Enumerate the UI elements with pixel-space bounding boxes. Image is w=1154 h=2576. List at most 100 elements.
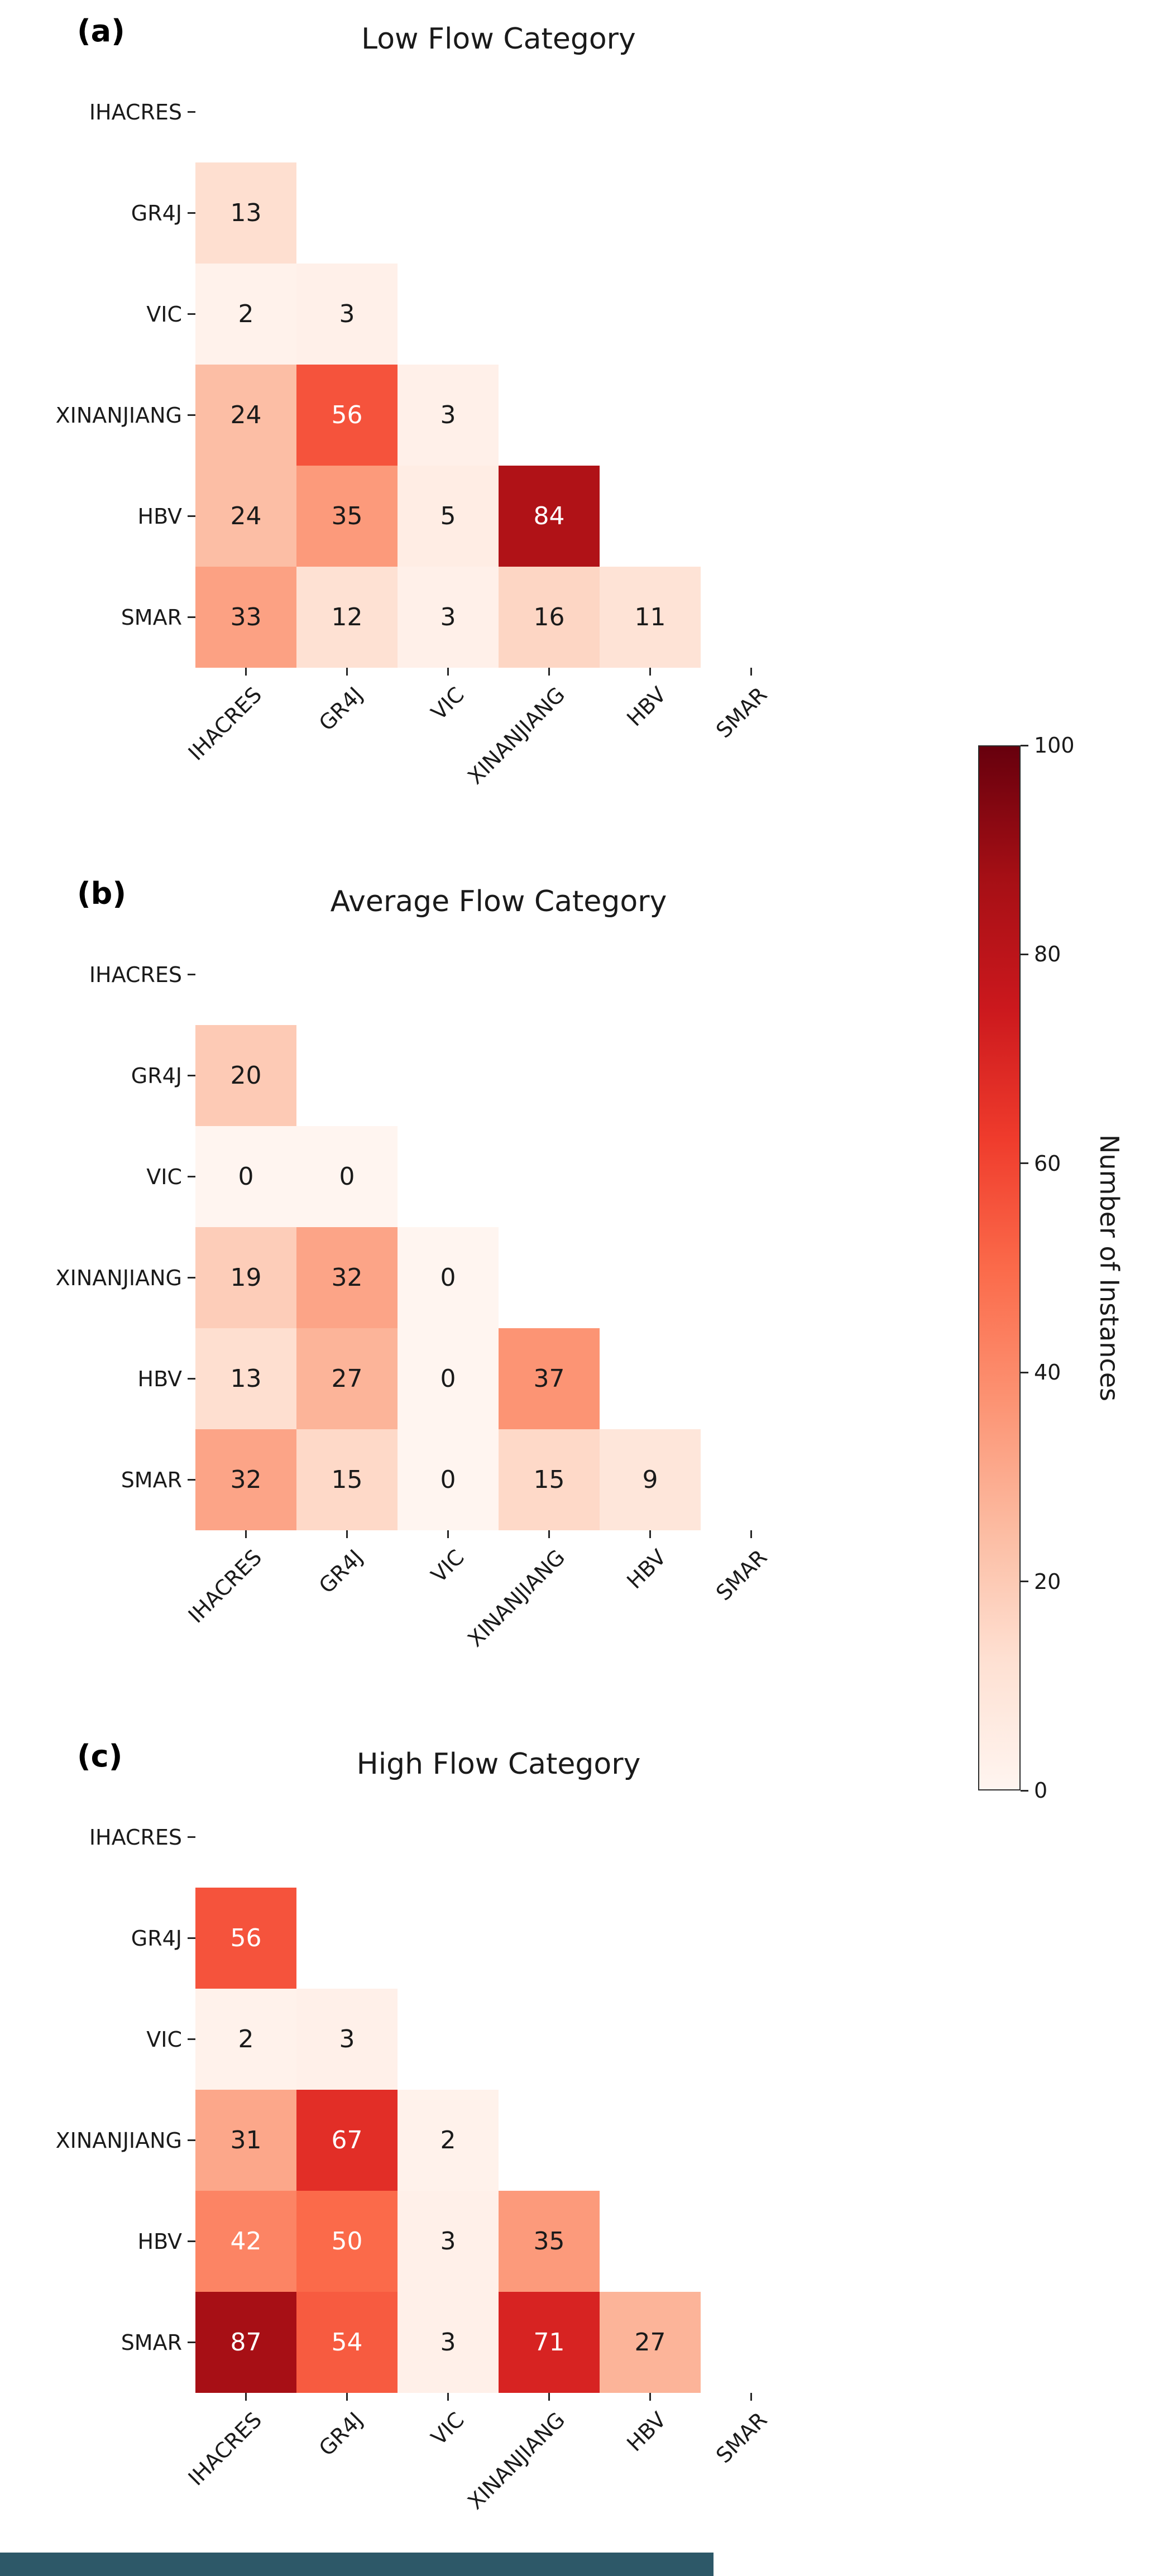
- x-tick-label: HBV: [622, 1545, 671, 1594]
- heatmap-average-flow: 20 0 0 19 32 0 13 27 0 37 32 15 0 15 9 IHACRES GR4J VIC XI…: [0, 863, 871, 1725]
- heatmap-cell: 19: [195, 1227, 296, 1328]
- y-tick: [188, 1075, 195, 1076]
- heatmap-cell: 56: [296, 365, 398, 466]
- x-tick: [750, 2393, 752, 2401]
- colorbar-tick-label: 0: [1034, 1778, 1048, 1803]
- y-tick-label: VIC: [146, 1164, 182, 1189]
- heatmap-cell: 24: [195, 365, 296, 466]
- heatmap-cell: 56: [195, 1888, 296, 1989]
- heatmap-cell: 5: [398, 466, 499, 567]
- x-tick: [649, 668, 651, 676]
- x-tick-label: GR4J: [314, 1545, 368, 1598]
- y-tick-label: HBV: [137, 1366, 182, 1391]
- heatmap-cell: 15: [499, 1429, 600, 1530]
- heatmap-cell: 0: [398, 1328, 499, 1429]
- colorbar-tick-label: 60: [1034, 1151, 1061, 1176]
- heatmap-cell: 32: [296, 1227, 398, 1328]
- panel-title: Low Flow Category: [361, 22, 636, 56]
- colorbar-tick: [1021, 744, 1028, 746]
- heatmap-cell: 2: [195, 1989, 296, 2090]
- x-tick: [447, 1530, 449, 1538]
- heatmap-cell: 3: [398, 567, 499, 668]
- heatmap-cell: 13: [195, 162, 296, 264]
- y-tick-label: GR4J: [131, 1926, 182, 1951]
- x-tick: [750, 1530, 752, 1538]
- y-tick: [188, 212, 195, 214]
- x-tick: [346, 2393, 348, 2401]
- x-tick-label: GR4J: [314, 2407, 368, 2461]
- panel-letter: (a): [77, 13, 125, 49]
- x-tick-label: SMAR: [711, 2407, 772, 2468]
- colorbar-tick-label: 20: [1034, 1569, 1061, 1594]
- bottom-cropped-strip: [0, 2553, 714, 2576]
- colorbar-label: Number of Instances: [1094, 1134, 1124, 1401]
- heatmap-cell: 37: [499, 1328, 600, 1429]
- x-tick: [447, 2393, 449, 2401]
- heatmap-cell: 11: [600, 567, 701, 668]
- colorbar-tick-label: 40: [1034, 1360, 1061, 1385]
- heatmap-cell: 24: [195, 466, 296, 567]
- heatmap-cell: 3: [398, 2292, 499, 2393]
- y-tick-label: VIC: [146, 2027, 182, 2052]
- y-tick: [188, 2342, 195, 2343]
- x-tick-label: VIC: [426, 682, 469, 725]
- colorbar-tick-label: 100: [1034, 733, 1075, 758]
- x-tick-label: HBV: [622, 682, 671, 731]
- heatmap-cell: 15: [296, 1429, 398, 1530]
- x-tick: [245, 1530, 247, 1538]
- y-tick-label: HBV: [137, 2229, 182, 2254]
- colorbar-gradient: [978, 745, 1021, 1790]
- heatmap-cell: 35: [499, 2191, 600, 2292]
- x-tick: [649, 2393, 651, 2401]
- x-tick-label: SMAR: [711, 682, 772, 743]
- heatmap-cell: 3: [398, 2191, 499, 2292]
- y-tick: [188, 974, 195, 975]
- heatmap-cell: 0: [195, 1126, 296, 1227]
- x-tick: [346, 668, 348, 676]
- x-tick-label: HBV: [622, 2407, 671, 2457]
- y-tick: [188, 1277, 195, 1279]
- colorbar-tick: [1021, 1789, 1028, 1792]
- panel-letter: (b): [77, 876, 127, 911]
- x-tick: [346, 1530, 348, 1538]
- y-tick: [188, 1378, 195, 1380]
- heatmap-cell: 27: [296, 1328, 398, 1429]
- x-tick: [750, 668, 752, 676]
- colorbar-tick: [1021, 1371, 1028, 1373]
- y-tick-label: SMAR: [121, 605, 182, 630]
- y-tick-label: HBV: [137, 504, 182, 529]
- y-tick: [188, 2139, 195, 2141]
- heatmap-cell: 9: [600, 1429, 701, 1530]
- x-tick-label: VIC: [426, 2407, 469, 2450]
- x-tick: [245, 668, 247, 676]
- y-tick-label: XINANJIANG: [55, 2128, 182, 2153]
- y-tick: [188, 1176, 195, 1177]
- heatmap-cell: 13: [195, 1328, 296, 1429]
- y-tick-label: SMAR: [121, 2330, 182, 2355]
- y-tick: [188, 1479, 195, 1481]
- x-tick-label: SMAR: [711, 1545, 772, 1606]
- y-tick-label: IHACRES: [89, 1825, 182, 1850]
- y-tick-label: SMAR: [121, 1467, 182, 1492]
- heatmap-cell: 2: [195, 264, 296, 365]
- y-tick: [188, 515, 195, 517]
- y-tick-label: IHACRES: [89, 962, 182, 987]
- y-tick-label: GR4J: [131, 1063, 182, 1088]
- heatmap-cell: 0: [296, 1126, 398, 1227]
- heatmap-cell: 12: [296, 567, 398, 668]
- panel-average-flow: (b) Average Flow Category 20 0 0 19 32 0 13 27 0…: [0, 863, 871, 1725]
- x-tick-label: XINANJIANG: [463, 1545, 570, 1652]
- panel-letter: (c): [77, 1739, 123, 1774]
- heatmap-cell: 20: [195, 1025, 296, 1126]
- x-tick: [245, 2393, 247, 2401]
- y-tick: [188, 414, 195, 416]
- colorbar: Number of Instances 0 20 40 60 80 100: [978, 733, 1124, 1803]
- heatmap-cell: 42: [195, 2191, 296, 2292]
- x-tick: [548, 2393, 550, 2401]
- heatmap-cell: 87: [195, 2292, 296, 2393]
- heatmap-cell: 32: [195, 1429, 296, 1530]
- x-tick-label: XINANJIANG: [463, 2407, 570, 2515]
- x-tick: [548, 1530, 550, 1538]
- heatmap-cell: 67: [296, 2090, 398, 2191]
